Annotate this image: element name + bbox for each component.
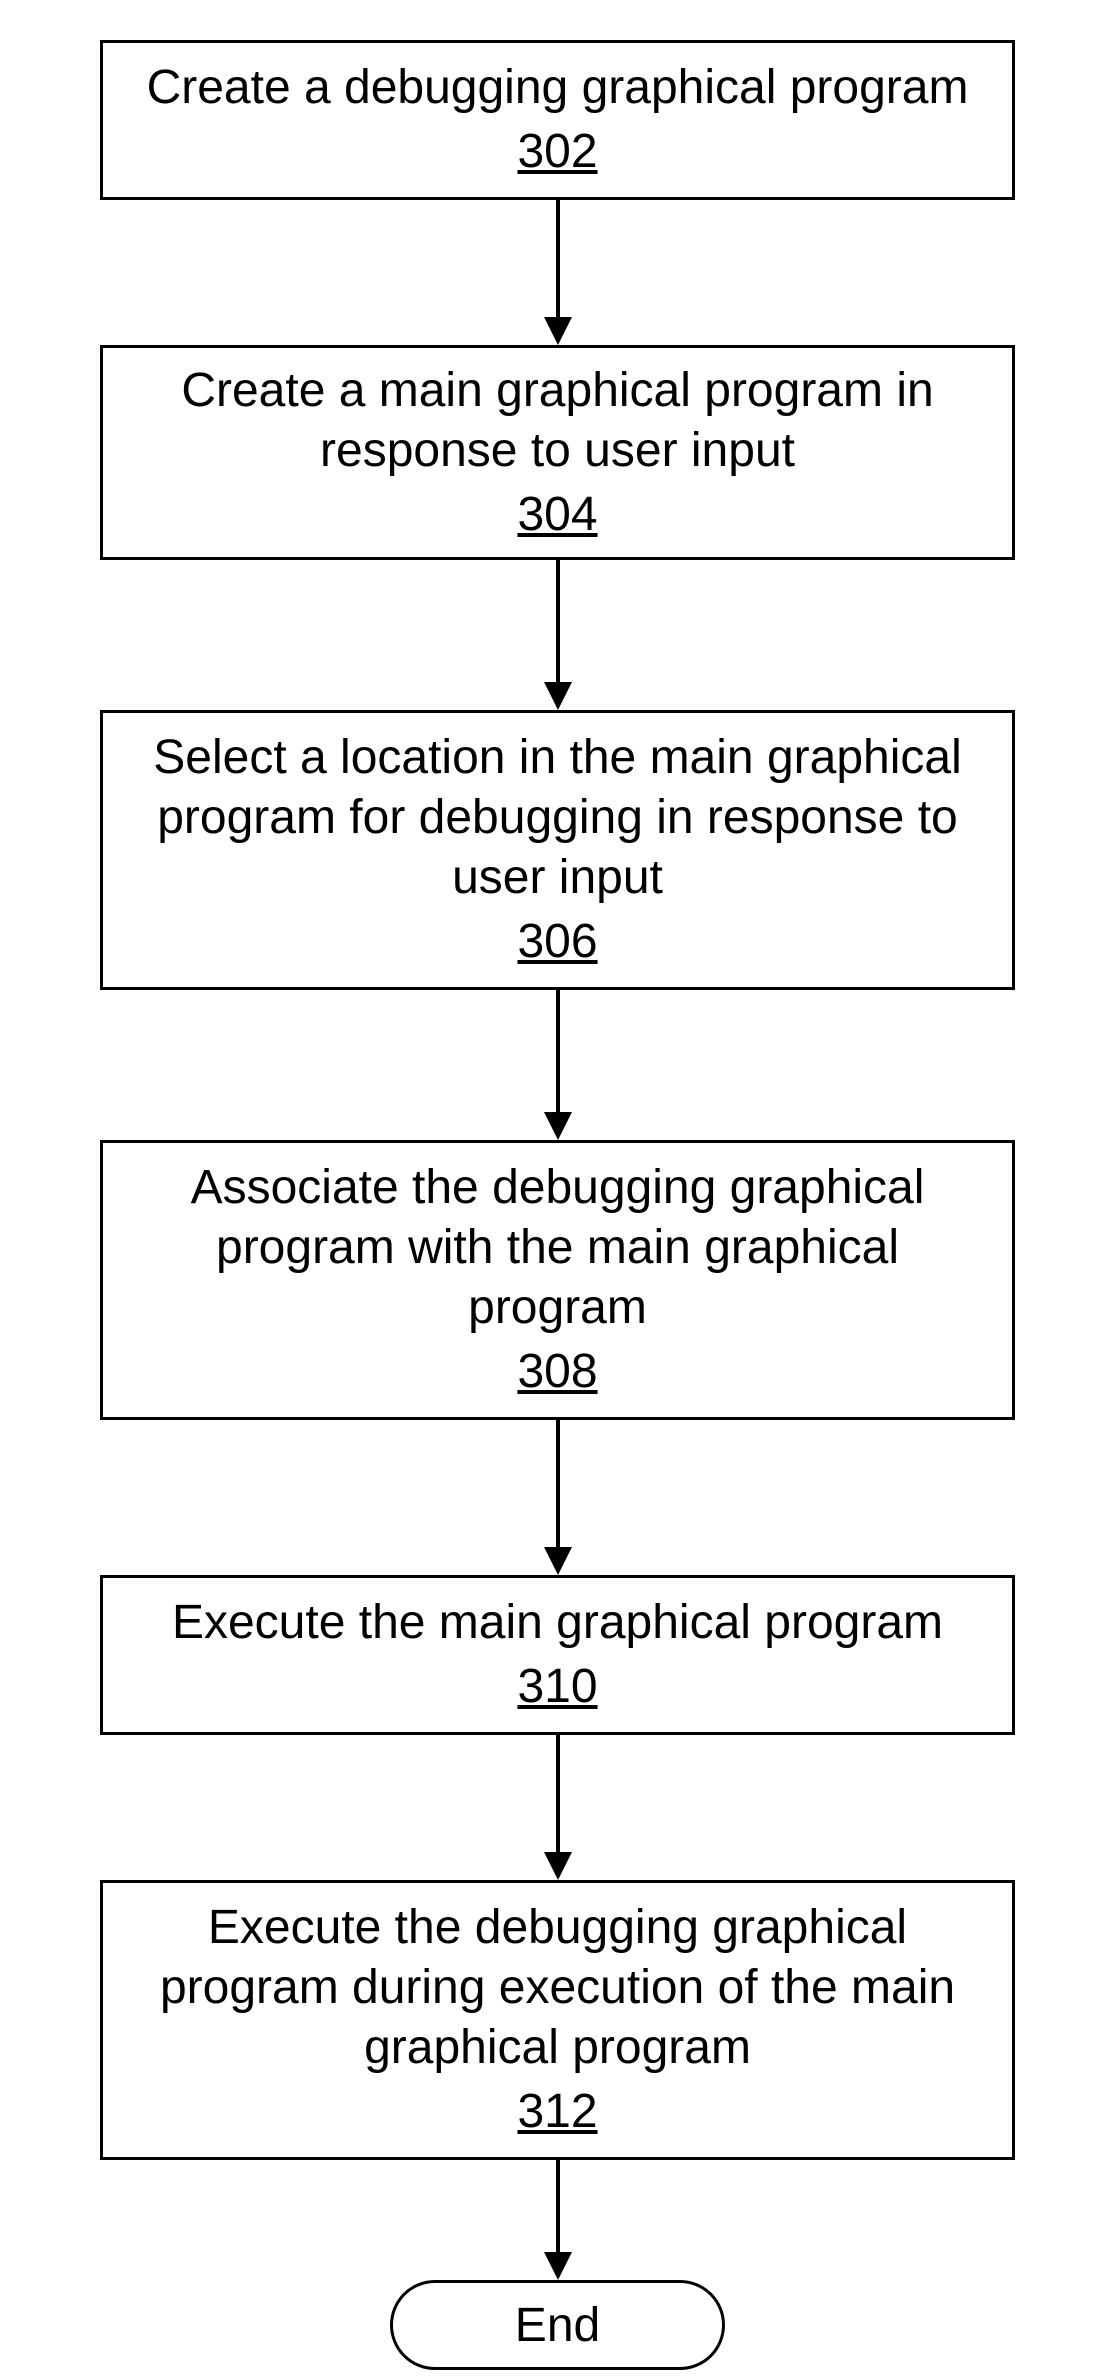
step-ref: 304 <box>517 485 597 545</box>
step-ref: 306 <box>517 912 597 972</box>
step-ref: 302 <box>517 122 597 182</box>
step-ref: 308 <box>517 1342 597 1402</box>
step-ref: 310 <box>517 1657 597 1717</box>
step-label: Execute the main graphical program <box>172 1593 943 1653</box>
flow-arrow <box>528 1735 588 1880</box>
step-label: Select a location in the main graphical … <box>133 728 982 908</box>
flow-arrow <box>528 1420 588 1575</box>
flowchart-terminator-end: End <box>390 2280 725 2370</box>
flow-arrow <box>528 200 588 345</box>
step-label: Create a main graphical program in respo… <box>133 361 982 481</box>
flowchart-step-304: Create a main graphical program in respo… <box>100 345 1015 560</box>
flowchart-step-312: Execute the debugging graphical program … <box>100 1880 1015 2160</box>
flow-arrow <box>528 2160 588 2280</box>
flow-arrow <box>528 990 588 1140</box>
step-label: Create a debugging graphical program <box>147 58 969 118</box>
flowchart-step-310: Execute the main graphical program310 <box>100 1575 1015 1735</box>
terminator-label: End <box>515 2298 600 2353</box>
flowchart-step-308: Associate the debugging graphical progra… <box>100 1140 1015 1420</box>
flowchart-step-302: Create a debugging graphical program302 <box>100 40 1015 200</box>
flow-arrow <box>528 560 588 710</box>
flowchart-step-306: Select a location in the main graphical … <box>100 710 1015 990</box>
step-label: Execute the debugging graphical program … <box>133 1898 982 2078</box>
step-label: Associate the debugging graphical progra… <box>133 1158 982 1338</box>
flowchart-canvas: Create a debugging graphical program302C… <box>0 0 1115 2379</box>
step-ref: 312 <box>517 2082 597 2142</box>
